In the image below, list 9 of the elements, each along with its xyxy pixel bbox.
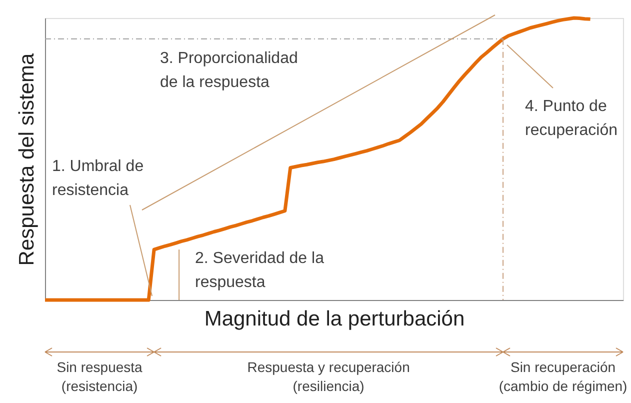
text: Sin respuesta (resistencia) xyxy=(56,359,143,394)
annotation: 1. Umbral de resistencia xyxy=(52,158,144,199)
y-axis-title: Respuesta del sistema xyxy=(16,52,38,266)
annotation: 2. Severidad de la respuesta xyxy=(195,250,324,291)
annotation: 4. Punto de recuperación xyxy=(525,98,618,139)
annotation: 3. Proporcionalidad de la respuesta xyxy=(160,50,298,91)
text: Respuesta y recuperación (resiliencia) xyxy=(247,359,410,394)
text: Sin recuperación (cambio de régimen) xyxy=(498,359,628,394)
x-axis-title: Magnitud de la perturbación xyxy=(204,308,465,330)
